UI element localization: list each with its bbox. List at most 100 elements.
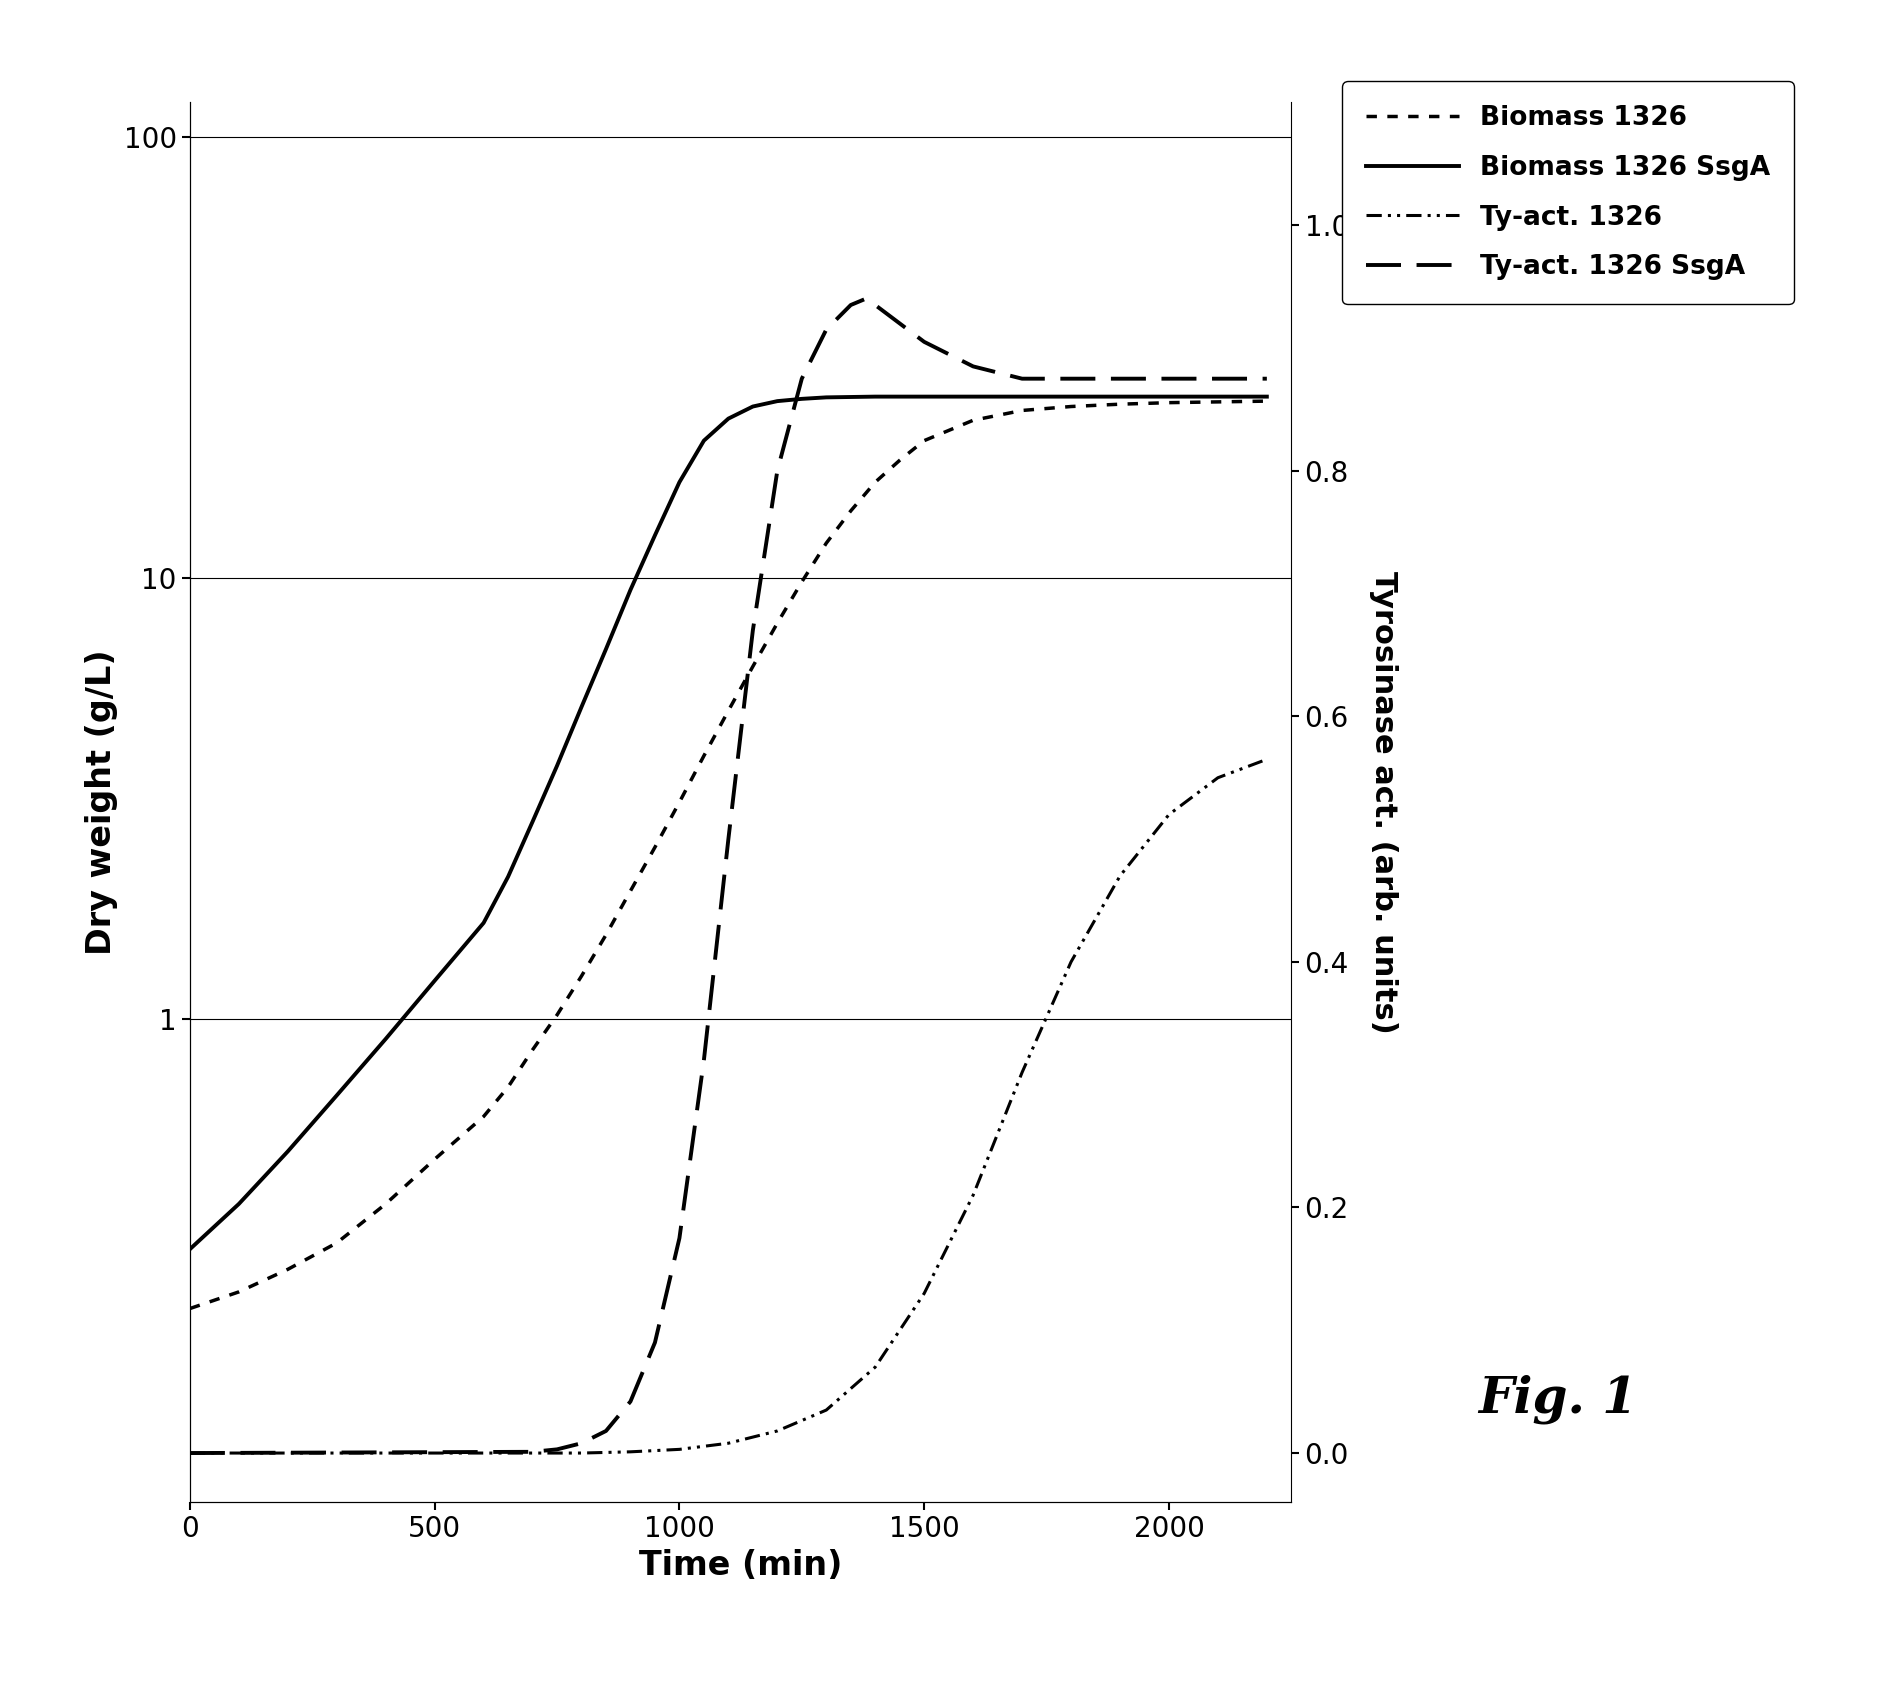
Biomass 1326 [790, 572, 812, 592]
Biomass 1326 SsgA [545, 756, 568, 777]
Biomass 1326 [1205, 391, 1228, 411]
Ty-act. 1326 SsgA [668, 1227, 691, 1248]
Biomass 1326 [839, 500, 862, 521]
Biomass 1326 [1255, 391, 1277, 411]
Ty-act. 1326 SsgA [1010, 369, 1033, 389]
Biomass 1326 [765, 613, 788, 633]
Biomass 1326 SsgA [1108, 386, 1131, 406]
Biomass 1326 [1108, 394, 1131, 415]
Ty-act. 1326 [960, 1185, 983, 1205]
Biomass 1326 SsgA [619, 580, 642, 601]
Biomass 1326 [1010, 399, 1033, 420]
Biomass 1326 SsgA [1255, 386, 1277, 406]
Biomass 1326 [619, 881, 642, 901]
Ty-act. 1326 SsgA [1255, 369, 1277, 389]
Biomass 1326 [740, 655, 763, 676]
Ty-act. 1326 SsgA [693, 1050, 716, 1070]
Ty-act. 1326 [1205, 768, 1228, 789]
Ty-act. 1326 [569, 1442, 592, 1463]
Ty-act. 1326 SsgA [643, 1331, 666, 1352]
Biomass 1326 SsgA [1010, 386, 1033, 406]
Ty-act. 1326 [178, 1442, 201, 1463]
Line: Ty-act. 1326: Ty-act. 1326 [190, 760, 1266, 1453]
Biomass 1326 SsgA [473, 913, 495, 934]
Biomass 1326 SsgA [520, 811, 543, 831]
Ty-act. 1326 SsgA [740, 620, 763, 640]
Biomass 1326 [374, 1193, 397, 1214]
Ty-act. 1326 SsgA [1059, 369, 1082, 389]
Biomass 1326 SsgA [740, 396, 763, 417]
Ty-act. 1326 [1059, 953, 1082, 973]
Ty-act. 1326 SsgA [520, 1442, 543, 1463]
Ty-act. 1326 SsgA [864, 295, 886, 316]
Biomass 1326 [693, 746, 716, 766]
Biomass 1326 [497, 1077, 520, 1098]
Y-axis label: Dry weight (g/L): Dry weight (g/L) [85, 649, 118, 956]
Ty-act. 1326 SsgA [717, 830, 740, 850]
Ty-act. 1326 [913, 1284, 936, 1304]
Biomass 1326 [277, 1260, 300, 1280]
Biomass 1326 SsgA [814, 387, 837, 408]
X-axis label: Time (min): Time (min) [638, 1548, 843, 1582]
Biomass 1326 SsgA [423, 971, 446, 992]
Biomass 1326 SsgA [790, 389, 812, 410]
Ty-act. 1326 SsgA [814, 319, 837, 340]
Biomass 1326 SsgA [569, 696, 592, 717]
Ty-act. 1326 [814, 1400, 837, 1420]
Biomass 1326 SsgA [960, 386, 983, 406]
Line: Ty-act. 1326 SsgA: Ty-act. 1326 SsgA [190, 299, 1266, 1453]
Ty-act. 1326 SsgA [913, 331, 936, 352]
Ty-act. 1326 SsgA [839, 295, 862, 316]
Biomass 1326 [325, 1232, 347, 1253]
Y-axis label: Tyrosinase act. (arb. units): Tyrosinase act. (arb. units) [1368, 570, 1397, 1034]
Ty-act. 1326 SsgA [790, 369, 812, 389]
Biomass 1326 SsgA [228, 1193, 251, 1214]
Biomass 1326 [717, 700, 740, 720]
Biomass 1326 [423, 1149, 446, 1169]
Biomass 1326 [864, 471, 886, 492]
Ty-act. 1326 SsgA [594, 1420, 617, 1441]
Biomass 1326 SsgA [864, 386, 886, 406]
Biomass 1326 [1059, 396, 1082, 417]
Biomass 1326 SsgA [594, 638, 617, 659]
Ty-act. 1326 SsgA [854, 288, 877, 309]
Biomass 1326 [545, 1005, 568, 1026]
Biomass 1326 SsgA [1205, 386, 1228, 406]
Ty-act. 1326 [1158, 804, 1181, 824]
Biomass 1326 [178, 1299, 201, 1320]
Biomass 1326 [668, 792, 691, 813]
Ty-act. 1326 SsgA [1158, 369, 1181, 389]
Legend: Biomass 1326, Biomass 1326 SsgA, Ty-act. 1326, Ty-act. 1326 SsgA: Biomass 1326, Biomass 1326 SsgA, Ty-act.… [1342, 82, 1792, 304]
Biomass 1326 SsgA [1158, 386, 1181, 406]
Biomass 1326 [814, 533, 837, 553]
Biomass 1326 [960, 410, 983, 430]
Ty-act. 1326 [1010, 1062, 1033, 1082]
Biomass 1326 SsgA [325, 1086, 347, 1106]
Biomass 1326 SsgA [693, 430, 716, 451]
Ty-act. 1326 [864, 1357, 886, 1378]
Line: Biomass 1326: Biomass 1326 [190, 401, 1266, 1309]
Biomass 1326 [1158, 393, 1181, 413]
Biomass 1326 SsgA [1059, 386, 1082, 406]
Biomass 1326 SsgA [668, 471, 691, 492]
Biomass 1326 SsgA [913, 386, 936, 406]
Ty-act. 1326 [1255, 749, 1277, 770]
Biomass 1326 SsgA [374, 1029, 397, 1050]
Ty-act. 1326 [717, 1432, 740, 1453]
Biomass 1326 SsgA [765, 391, 788, 411]
Biomass 1326 [888, 451, 911, 471]
Biomass 1326 SsgA [643, 526, 666, 546]
Ty-act. 1326 SsgA [960, 357, 983, 377]
Biomass 1326 [913, 430, 936, 451]
Biomass 1326 [228, 1282, 251, 1302]
Ty-act. 1326 SsgA [765, 461, 788, 481]
Text: Fig. 1: Fig. 1 [1477, 1376, 1636, 1424]
Ty-act. 1326 [765, 1420, 788, 1441]
Ty-act. 1326 [619, 1442, 642, 1463]
Ty-act. 1326 SsgA [569, 1432, 592, 1453]
Biomass 1326 SsgA [178, 1239, 201, 1260]
Biomass 1326 [594, 925, 617, 946]
Ty-act. 1326 [1108, 865, 1131, 886]
Biomass 1326 SsgA [497, 867, 520, 888]
Biomass 1326 SsgA [717, 408, 740, 428]
